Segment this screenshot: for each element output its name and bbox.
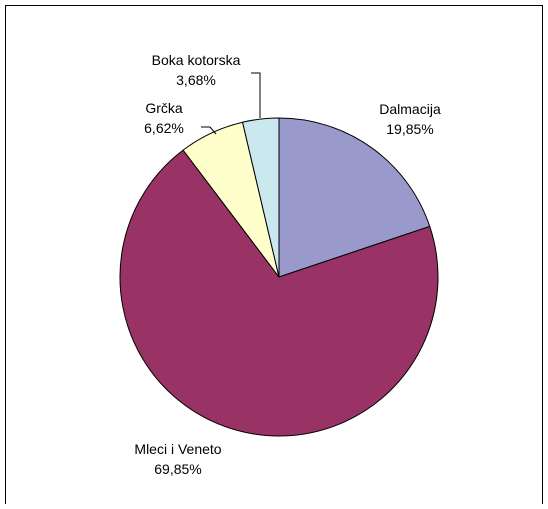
slice-label-mleci-i-veneto: Mleci i Veneto <box>134 441 221 457</box>
slice-value-boka-kotorska: 3,68% <box>176 72 216 88</box>
slice-value-grcka: 6,62% <box>144 120 184 136</box>
slice-value-mleci-i-veneto: 69,85% <box>154 461 201 477</box>
slice-label-grcka: Grčka <box>145 100 183 116</box>
leader-line-boka-kotorska <box>251 72 261 118</box>
slice-label-boka-kotorska: Boka kotorska <box>152 52 241 68</box>
pie-slice-mleci-i-veneto <box>119 149 439 437</box>
leader-line-grcka <box>201 126 217 135</box>
slice-label-dalmacija: Dalmacija <box>379 101 441 117</box>
pie-slice-dalmacija <box>278 117 431 278</box>
slice-value-dalmacija: 19,85% <box>386 121 433 137</box>
pie-slice-boka-kotorska <box>241 117 280 278</box>
